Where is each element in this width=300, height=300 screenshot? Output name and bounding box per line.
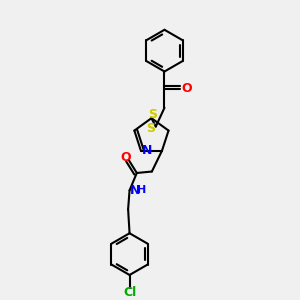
Text: H: H bbox=[137, 185, 146, 195]
Text: Cl: Cl bbox=[123, 286, 136, 299]
Text: N: N bbox=[130, 184, 140, 197]
Text: O: O bbox=[120, 151, 130, 164]
Text: S: S bbox=[146, 122, 155, 134]
Text: N: N bbox=[142, 144, 152, 157]
Text: S: S bbox=[148, 108, 158, 121]
Text: O: O bbox=[182, 82, 193, 95]
